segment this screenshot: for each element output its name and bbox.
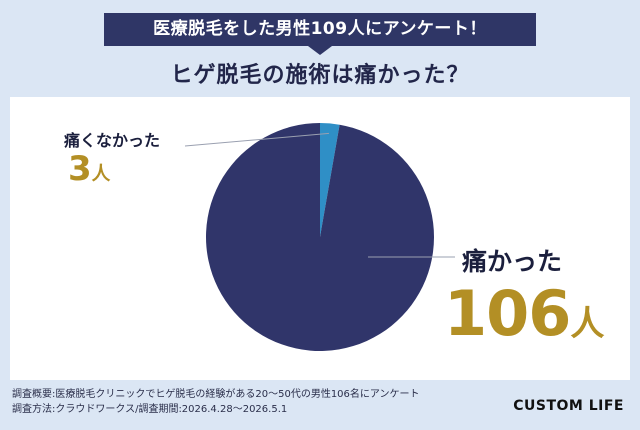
value-unit: 人 xyxy=(570,304,604,344)
survey-question: ヒゲ脱毛の施術は痛かった？ xyxy=(170,63,470,88)
value-number: 106 xyxy=(444,277,571,350)
slice-label-not-painful: 痛くなかった xyxy=(64,131,161,150)
brand-logo: CUSTOM LIFE xyxy=(513,398,624,414)
pie-slice-not-painful xyxy=(320,123,340,237)
slice-value-not-painful: 3人 xyxy=(68,149,110,195)
pie-slice-painful xyxy=(205,123,434,351)
footnote-line-2: 調査方法:クラウドワークス/調査期間:2026.4.28〜2026.5.1 xyxy=(12,404,288,415)
value-unit: 人 xyxy=(91,164,111,185)
value-number: 3 xyxy=(68,149,92,189)
survey-footnote: 調査概要:医療脱毛クリニックでヒゲ脱毛の経験がある20〜50代の男性106名にア… xyxy=(12,387,420,417)
pie-chart xyxy=(184,123,455,351)
slice-label-painful: 痛かった xyxy=(462,247,563,276)
banner-pointer xyxy=(308,46,332,55)
slice-value-painful: 106人 xyxy=(444,277,605,359)
chart-card xyxy=(10,97,630,380)
leader-line-not-painful xyxy=(184,132,330,147)
footnote-line-1: 調査概要:医療脱毛クリニックでヒゲ脱毛の経験がある20〜50代の男性106名にア… xyxy=(12,389,420,400)
survey-banner: 医療脱毛をした男性109人にアンケート！ xyxy=(104,13,536,46)
